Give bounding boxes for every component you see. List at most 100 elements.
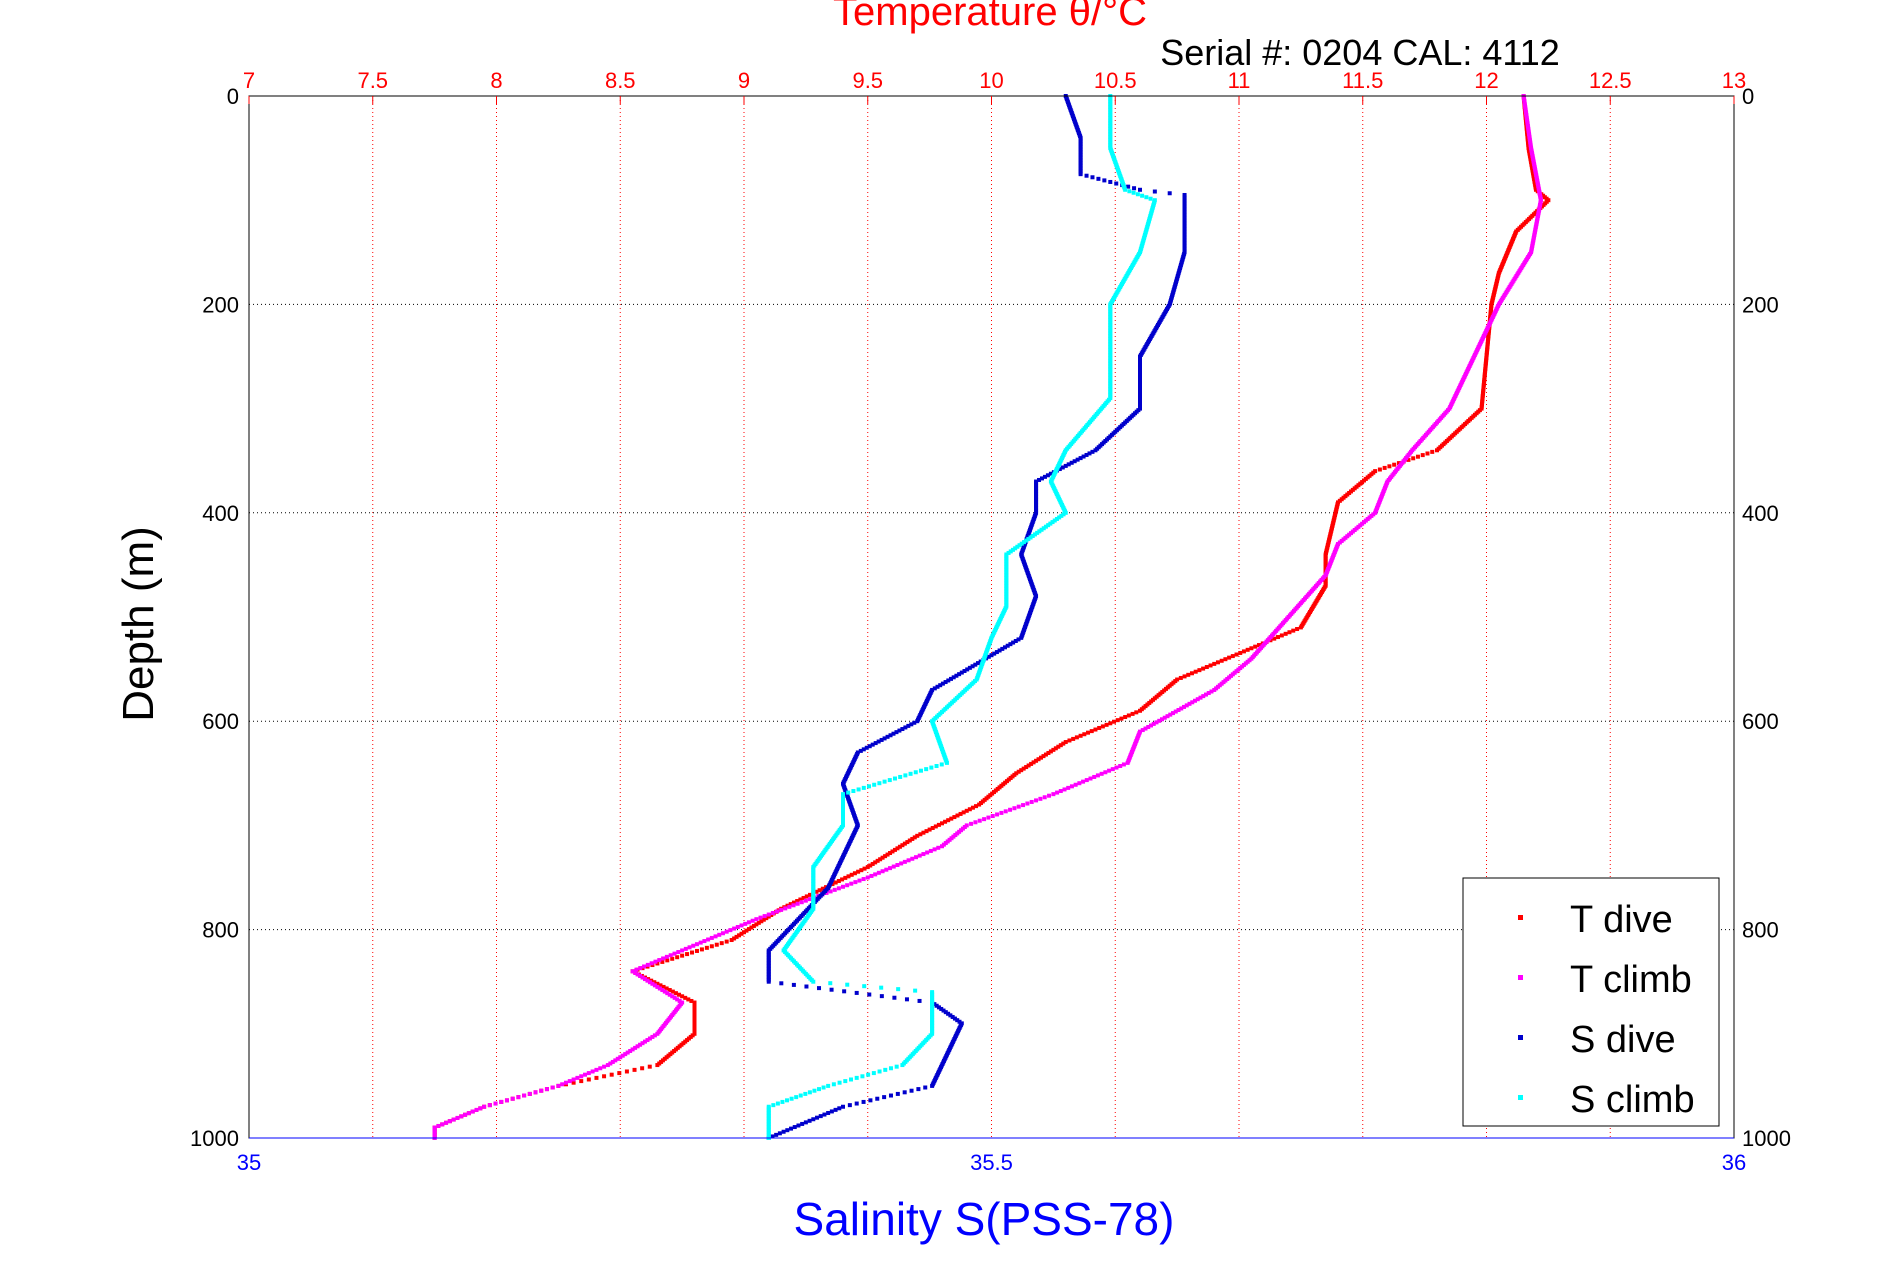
point-t-climb xyxy=(720,931,725,936)
point-s-dive xyxy=(1000,646,1005,651)
point-s-dive xyxy=(1060,465,1065,470)
point-t-dive xyxy=(1039,755,1043,760)
point-t-climb xyxy=(857,878,862,883)
point-s-climb xyxy=(843,1079,848,1084)
point-s-dive xyxy=(1069,460,1074,465)
point-t-climb xyxy=(655,984,660,989)
tick-label-depth-left-200: 200 xyxy=(202,292,239,317)
point-t-dive xyxy=(660,959,665,964)
point-t-climb xyxy=(1055,790,1060,795)
point-t-climb xyxy=(717,932,722,937)
point-t-climb xyxy=(1195,697,1200,702)
point-t-climb xyxy=(660,988,665,993)
point-t-dive xyxy=(1053,746,1058,751)
point-s-climb xyxy=(1135,192,1140,197)
point-t-climb xyxy=(687,945,692,950)
point-t-climb xyxy=(635,972,640,977)
point-t-dive xyxy=(865,865,870,870)
point-s-climb xyxy=(817,1087,822,1092)
point-s-dive xyxy=(895,1091,900,1096)
point-t-dive xyxy=(579,1079,584,1084)
point-s-climb xyxy=(826,1083,831,1088)
tick-label-t-7: 7 xyxy=(243,68,255,93)
point-t-climb xyxy=(1003,809,1008,814)
point-t-climb xyxy=(633,1045,638,1050)
point-t-dive xyxy=(1026,763,1031,768)
point-t-climb xyxy=(787,904,792,909)
tick-label-depth-right-400: 400 xyxy=(1742,501,1779,526)
point-s-dive xyxy=(1078,172,1083,177)
point-t-dive xyxy=(859,868,864,873)
point-t-dive xyxy=(677,992,682,997)
point-t-climb xyxy=(598,1066,603,1071)
point-t-climb xyxy=(640,975,645,980)
point-t-climb xyxy=(1154,720,1159,725)
point-t-climb xyxy=(444,1120,449,1125)
point-t-dive xyxy=(897,844,902,849)
point-t-dive xyxy=(1230,654,1235,659)
point-t-dive xyxy=(602,1074,607,1079)
point-t-dive xyxy=(764,916,769,921)
point-t-climb xyxy=(762,914,767,919)
point-s-dive xyxy=(950,1014,955,1019)
point-t-climb xyxy=(1012,806,1017,811)
point-t-climb xyxy=(880,869,885,874)
point-t-climb xyxy=(808,897,812,902)
point-s-climb xyxy=(894,1064,899,1069)
legend-items: T dive T climb S dive S climb xyxy=(1518,899,1695,1121)
point-t-climb xyxy=(895,862,900,867)
tick-label-s-36: 36 xyxy=(1722,1150,1746,1175)
point-t-dive xyxy=(977,802,982,807)
point-s-climb xyxy=(1006,550,1011,555)
point-s-climb xyxy=(883,1067,888,1072)
point-t-dive xyxy=(921,830,926,835)
point-s-dive xyxy=(909,1088,914,1093)
point-s-climb xyxy=(866,784,871,789)
point-t-dive xyxy=(1387,464,1392,469)
x-axis-bottom-title: Salinity S(PSS-78) xyxy=(794,1193,1175,1245)
point-s-climb xyxy=(877,1069,882,1074)
point-t-climb xyxy=(1095,773,1100,778)
point-s-climb xyxy=(1015,544,1020,549)
point-s-dive xyxy=(1084,173,1089,178)
point-s-dive xyxy=(949,676,953,681)
point-t-climb xyxy=(463,1112,468,1117)
point-s-dive xyxy=(909,722,914,727)
point-t-climb xyxy=(455,1115,460,1120)
point-s-dive xyxy=(818,1114,823,1119)
point-t-climb xyxy=(746,920,751,925)
point-t-dive xyxy=(632,1067,637,1072)
point-s-climb xyxy=(798,1093,803,1098)
point-t-climb xyxy=(1190,700,1195,705)
point-t-climb xyxy=(642,964,647,969)
point-t-dive xyxy=(974,804,979,809)
point-t-climb xyxy=(702,939,707,944)
point-t-climb xyxy=(775,909,779,914)
point-s-climb xyxy=(1131,190,1136,195)
point-t-dive xyxy=(833,880,838,885)
point-t-climb xyxy=(1107,768,1112,773)
point-s-dive xyxy=(1005,643,1010,648)
point-s-climb xyxy=(807,1090,812,1095)
point-t-dive xyxy=(895,846,900,851)
point-s-climb xyxy=(944,760,949,765)
point-t-dive xyxy=(1123,715,1128,720)
point-t-climb xyxy=(977,818,982,823)
point-s-dive xyxy=(875,1096,880,1101)
point-t-climb xyxy=(861,877,866,882)
point-t-climb xyxy=(620,1053,625,1058)
point-t-dive xyxy=(1201,666,1206,671)
point-t-dive xyxy=(686,997,691,1002)
point-t-climb xyxy=(638,973,643,978)
point-s-climb xyxy=(924,767,929,772)
point-t-climb xyxy=(990,814,995,819)
point-s-climb xyxy=(831,1082,836,1087)
point-t-climb xyxy=(758,915,763,920)
point-t-dive xyxy=(617,1071,622,1076)
point-s-climb xyxy=(771,1103,776,1108)
point-t-dive xyxy=(670,989,675,994)
tick-label-depth-right-800: 800 xyxy=(1742,918,1779,943)
point-s-dive xyxy=(829,1109,834,1114)
point-t-dive xyxy=(670,956,675,961)
point-s-climb xyxy=(785,1098,790,1103)
